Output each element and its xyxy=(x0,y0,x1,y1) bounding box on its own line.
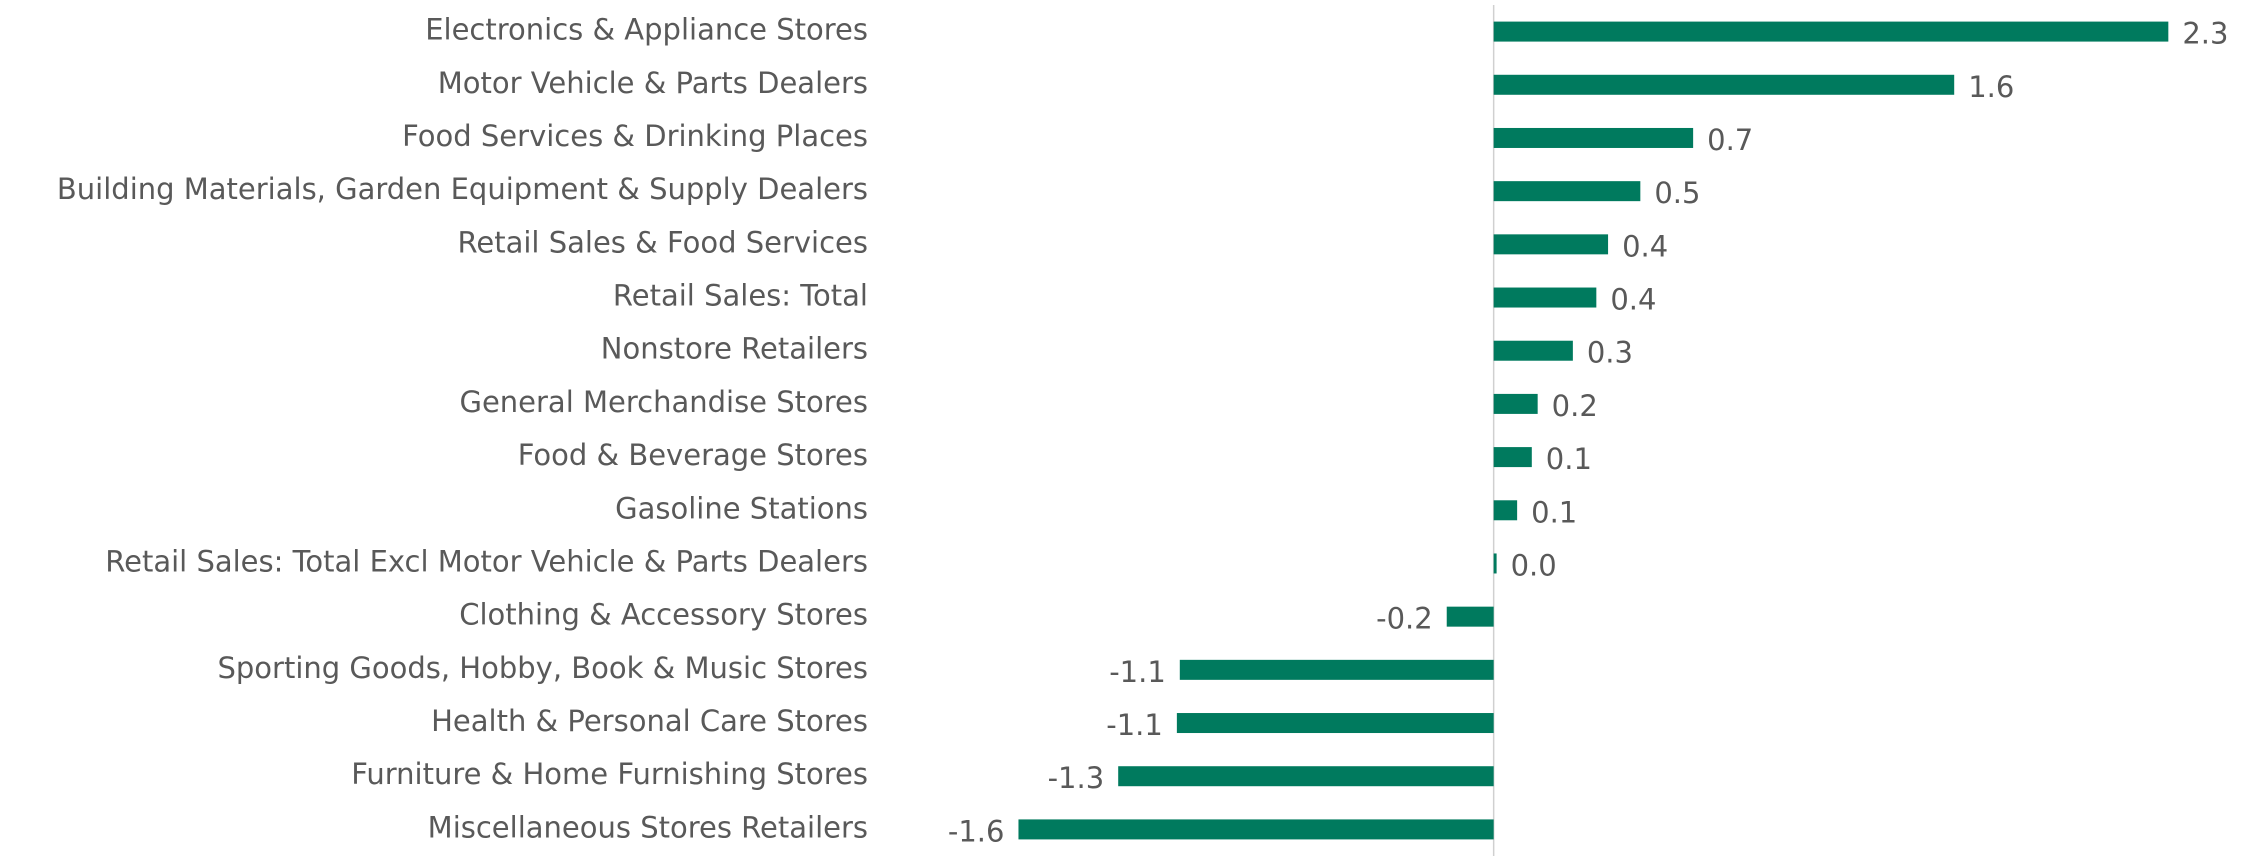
bar xyxy=(1493,287,1597,308)
value-label: -0.2 xyxy=(1376,602,1433,636)
value-label: 1.6 xyxy=(1968,70,2014,104)
category-label: Miscellaneous Stores Retailers xyxy=(428,810,868,844)
value-label: 0.4 xyxy=(1622,229,1668,263)
bar xyxy=(1179,659,1494,680)
bar xyxy=(1493,127,1694,148)
value-label: -1.6 xyxy=(948,814,1005,848)
value-label: 0.7 xyxy=(1707,123,1753,157)
bar xyxy=(1118,766,1494,787)
category-label: Building Materials, Garden Equipment & S… xyxy=(57,172,868,206)
bar xyxy=(1493,21,2169,42)
category-label: Furniture & Home Furnishing Stores xyxy=(351,757,868,791)
value-label: 0.5 xyxy=(1654,176,1700,210)
bar xyxy=(1493,393,1538,414)
bar xyxy=(1176,713,1494,734)
value-label: 0.0 xyxy=(1511,548,1557,582)
value-label: 0.2 xyxy=(1552,389,1598,423)
bar xyxy=(1493,447,1532,468)
category-label: Food & Beverage Stores xyxy=(518,438,868,472)
category-label: Retail Sales: Total Excl Motor Vehicle &… xyxy=(105,544,868,578)
value-label: 0.3 xyxy=(1587,336,1633,370)
value-label: -1.1 xyxy=(1106,708,1163,742)
category-label: Motor Vehicle & Parts Dealers xyxy=(438,66,868,100)
bar xyxy=(1018,819,1494,840)
category-label: Health & Personal Care Stores xyxy=(431,704,868,738)
category-label: Clothing & Accessory Stores xyxy=(459,598,868,632)
category-label: Gasoline Stations xyxy=(615,491,868,525)
value-label: 2.3 xyxy=(2182,17,2228,51)
category-label: Electronics & Appliance Stores xyxy=(425,13,868,47)
value-label: -1.1 xyxy=(1109,655,1166,689)
value-label: 0.1 xyxy=(1546,442,1592,476)
bar xyxy=(1446,606,1494,627)
category-label: Sporting Goods, Hobby, Book & Music Stor… xyxy=(217,651,868,685)
bar xyxy=(1493,500,1518,521)
category-label: Retail Sales & Food Services xyxy=(458,225,868,259)
category-label: Nonstore Retailers xyxy=(601,332,868,366)
category-label: Retail Sales: Total xyxy=(613,279,868,313)
value-label: 0.4 xyxy=(1610,283,1656,317)
category-label: Food Services & Drinking Places xyxy=(402,119,868,153)
bar xyxy=(1493,181,1641,202)
value-label: -1.3 xyxy=(1048,761,1105,795)
category-label: General Merchandise Stores xyxy=(459,385,868,419)
bar xyxy=(1493,234,1609,255)
bar xyxy=(1493,553,1497,574)
bar xyxy=(1493,74,1955,95)
bar xyxy=(1493,340,1573,361)
value-label: 0.1 xyxy=(1531,495,1577,529)
